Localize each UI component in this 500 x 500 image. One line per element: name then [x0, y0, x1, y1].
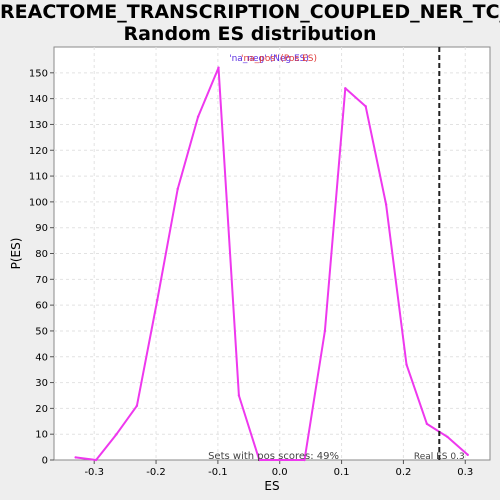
series-point — [156, 298, 159, 302]
legend-label: 'na_neg' (Neg ES) — [229, 54, 309, 64]
x-tick-label: 0.3 — [457, 467, 473, 478]
grid-lines — [54, 47, 490, 460]
x-tick-label: -0.3 — [84, 467, 104, 478]
real-es-label: Real ES 0.3 — [414, 452, 465, 462]
series-point — [94, 458, 98, 462]
series-point — [135, 404, 139, 407]
y-tick-label: 20 — [35, 404, 48, 415]
x-tick-label: -0.2 — [146, 467, 166, 478]
y-tick-label: 120 — [29, 146, 48, 157]
x-axis-label: ES — [264, 479, 279, 493]
series-point — [217, 66, 220, 69]
series-point — [405, 363, 408, 366]
x-tick-label: -0.1 — [208, 467, 228, 478]
x-tick-label: 0.2 — [395, 467, 411, 478]
y-tick-label: 50 — [35, 326, 48, 337]
series-point — [196, 115, 200, 118]
series-point — [176, 187, 179, 191]
x-axis-ticks: -0.3 -0.2 -0.1 0.0 0.1 0.2 0.3 — [84, 460, 473, 478]
chart-title-line2: Random ES distribution — [123, 23, 377, 45]
series-point — [115, 432, 118, 436]
y-tick-label: 90 — [35, 223, 48, 234]
y-tick-label: 40 — [35, 352, 48, 363]
y-tick-label: 0 — [42, 456, 48, 467]
series-point — [446, 435, 449, 438]
y-axis-ticks: 0 10 20 30 40 50 60 70 80 90 100 110 120 130 140 150 — [29, 68, 54, 467]
x-tick-label: 0.0 — [272, 467, 288, 478]
series-point — [466, 453, 469, 457]
y-tick-label: 80 — [35, 249, 48, 260]
series-layer — [74, 66, 469, 462]
y-tick-label: 100 — [29, 197, 48, 208]
x-tick-label: 0.1 — [334, 467, 350, 478]
series-point — [323, 329, 327, 333]
pos-scores-annotation: Sets with pos scores: 49% — [208, 451, 339, 462]
series-point — [237, 394, 241, 397]
legend-label: 'na_pos' (Pos ES) — [241, 54, 317, 64]
series-point — [384, 203, 388, 206]
series-point — [364, 105, 367, 108]
y-tick-label: 130 — [29, 120, 48, 131]
y-tick-label: 150 — [29, 68, 48, 79]
y-axis-label: P(ES) — [9, 238, 23, 270]
series-point — [258, 458, 261, 462]
series-point — [278, 458, 281, 462]
series-line — [75, 66, 469, 461]
y-tick-label: 70 — [35, 275, 48, 286]
y-tick-label: 110 — [29, 172, 48, 183]
y-tick-label: 140 — [29, 94, 48, 105]
y-tick-label: 30 — [35, 378, 48, 389]
series-point — [344, 87, 347, 90]
y-tick-label: 10 — [35, 430, 48, 441]
chart-title-line1: REACTOME_TRANSCRIPTION_COUPLED_NER_TC_NE… — [0, 1, 500, 23]
series-point — [74, 456, 77, 459]
series-point — [303, 458, 306, 462]
series-point — [425, 422, 429, 426]
legend: 'na_neg' (Neg ES)'na_pos' (Pos ES) — [229, 54, 317, 64]
y-tick-label: 60 — [35, 301, 48, 312]
